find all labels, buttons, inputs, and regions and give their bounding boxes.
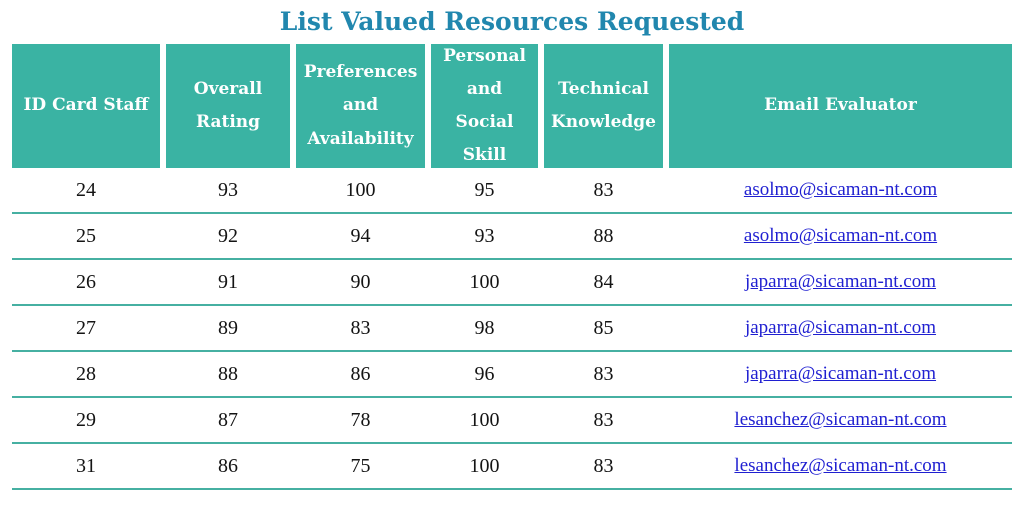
cell-email-evaluator: japarra@sicaman-nt.com	[669, 260, 1012, 304]
cell-email-evaluator: japarra@sicaman-nt.com	[669, 306, 1012, 350]
cell-id-card-staff: 25	[76, 224, 96, 247]
cell-overall-rating: 87	[218, 408, 238, 431]
cell-overall-rating: 89	[218, 316, 238, 339]
table-row: 31 86 75 100 83 lesanchez@sicaman-nt.com	[12, 444, 1012, 490]
page-title: List Valued Resources Requested	[279, 7, 745, 36]
cell-preferences-availability: 100	[345, 178, 376, 201]
cell-overall-rating: 86	[218, 454, 238, 477]
cell-technical-knowledge: 88	[593, 224, 614, 247]
column-header-preferences-availability: Preferences and Availability	[296, 44, 425, 168]
email-link[interactable]: japarra@sicaman-nt.com	[744, 363, 937, 384]
cell-personal-social-skill: 100	[469, 408, 500, 431]
cell-preferences-availability: 94	[350, 224, 371, 247]
cell-overall-rating: 92	[218, 224, 238, 247]
column-header-id-card-staff: ID Card Staff	[12, 44, 160, 168]
table-header-row: ID Card Staff Overall Rating Preferences…	[12, 44, 1012, 168]
cell-personal-social-skill: 95	[474, 178, 495, 201]
table-row: 26 91 90 100 84 japarra@sicaman-nt.com	[12, 260, 1012, 306]
cell-overall-rating: 91	[218, 270, 238, 293]
cell-preferences-availability: 86	[350, 362, 371, 385]
cell-technical-knowledge: 85	[593, 316, 614, 339]
cell-email-evaluator: asolmo@sicaman-nt.com	[669, 168, 1012, 212]
cell-email-evaluator: japarra@sicaman-nt.com	[669, 352, 1012, 396]
email-link[interactable]: japarra@sicaman-nt.com	[744, 271, 937, 292]
cell-personal-social-skill: 100	[469, 270, 500, 293]
cell-technical-knowledge: 84	[593, 270, 614, 293]
cell-technical-knowledge: 83	[593, 454, 614, 477]
resources-table: ID Card Staff Overall Rating Preferences…	[12, 44, 1012, 490]
cell-technical-knowledge: 83	[593, 362, 614, 385]
column-header-email-evaluator: Email Evaluator	[669, 44, 1012, 168]
cell-preferences-availability: 78	[350, 408, 371, 431]
cell-email-evaluator: lesanchez@sicaman-nt.com	[669, 444, 1012, 488]
cell-email-evaluator: asolmo@sicaman-nt.com	[669, 214, 1012, 258]
table-row: 27 89 83 98 85 japarra@sicaman-nt.com	[12, 306, 1012, 352]
table-row: 28 88 86 96 83 japarra@sicaman-nt.com	[12, 352, 1012, 398]
table-row: 25 92 94 93 88 asolmo@sicaman-nt.com	[12, 214, 1012, 260]
cell-id-card-staff: 24	[76, 178, 96, 201]
cell-preferences-availability: 90	[350, 270, 371, 293]
cell-email-evaluator: lesanchez@sicaman-nt.com	[669, 398, 1012, 442]
cell-preferences-availability: 75	[350, 454, 371, 477]
cell-personal-social-skill: 98	[474, 316, 495, 339]
column-header-personal-social-skill: Personal and Social Skill	[431, 44, 538, 168]
cell-id-card-staff: 31	[76, 454, 96, 477]
email-link[interactable]: lesanchez@sicaman-nt.com	[734, 455, 947, 476]
cell-technical-knowledge: 83	[593, 178, 614, 201]
email-link[interactable]: lesanchez@sicaman-nt.com	[734, 409, 947, 430]
cell-preferences-availability: 83	[350, 316, 371, 339]
cell-id-card-staff: 26	[76, 270, 96, 293]
cell-personal-social-skill: 93	[474, 224, 495, 247]
table-row: 24 93 100 95 83 asolmo@sicaman-nt.com	[12, 168, 1012, 214]
cell-overall-rating: 93	[218, 178, 238, 201]
cell-personal-social-skill: 100	[469, 454, 500, 477]
cell-overall-rating: 88	[218, 362, 238, 385]
column-header-overall-rating: Overall Rating	[166, 44, 290, 168]
cell-id-card-staff: 27	[76, 316, 96, 339]
email-link[interactable]: asolmo@sicaman-nt.com	[743, 225, 938, 246]
column-header-technical-knowledge: Technical Knowledge	[544, 44, 663, 168]
cell-id-card-staff: 29	[76, 408, 96, 431]
cell-technical-knowledge: 83	[593, 408, 614, 431]
cell-id-card-staff: 28	[76, 362, 96, 385]
table-row: 29 87 78 100 83 lesanchez@sicaman-nt.com	[12, 398, 1012, 444]
cell-personal-social-skill: 96	[474, 362, 495, 385]
email-link[interactable]: asolmo@sicaman-nt.com	[743, 179, 938, 200]
email-link[interactable]: japarra@sicaman-nt.com	[744, 317, 937, 338]
